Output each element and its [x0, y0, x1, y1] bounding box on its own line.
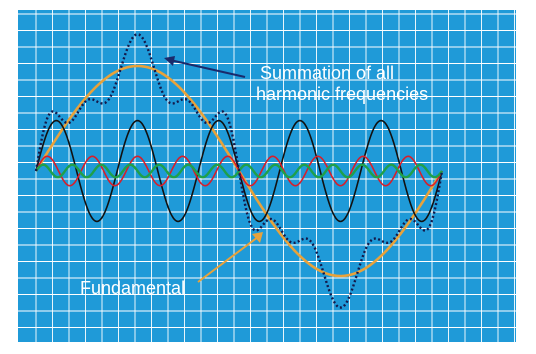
fundamental-arrow [197, 232, 263, 283]
summation-wave [34, 33, 444, 309]
harmonics-diagram: Summation of all harmonic frequencies Fu… [18, 10, 516, 342]
summation-arrow [164, 56, 246, 78]
waveform-panel: Summation of all harmonic frequencies Fu… [18, 10, 516, 342]
fundamental-label: Fundamental [80, 278, 185, 298]
summation-label-line1: Summation of all [260, 63, 394, 83]
summation-label-line2: harmonic frequencies [256, 84, 428, 104]
